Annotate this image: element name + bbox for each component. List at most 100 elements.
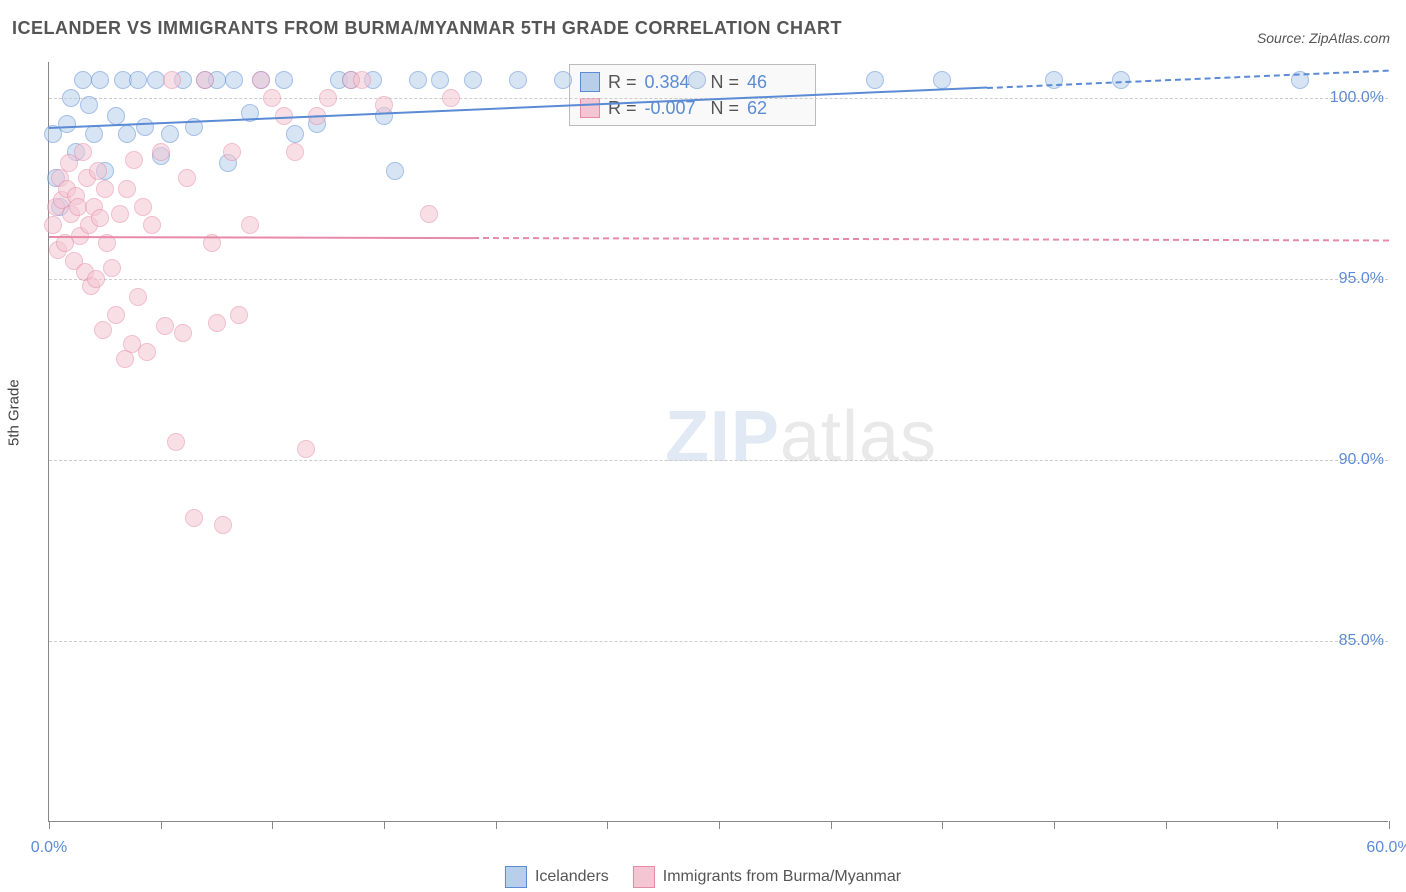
data-point	[80, 96, 98, 114]
gridline	[49, 279, 1388, 280]
data-point	[196, 71, 214, 89]
data-point	[129, 71, 147, 89]
x-tick	[1389, 821, 1390, 829]
x-tick-label: 60.0%	[1366, 839, 1406, 857]
x-tick-label: 0.0%	[31, 839, 67, 857]
chart-title: ICELANDER VS IMMIGRANTS FROM BURMA/MYANM…	[12, 18, 842, 39]
x-tick	[496, 821, 497, 829]
trend-line-extrapolated	[473, 237, 1389, 241]
x-tick	[161, 821, 162, 829]
y-axis-label: 5th Grade	[6, 379, 23, 446]
data-point	[230, 306, 248, 324]
watermark-part1: ZIP	[665, 397, 780, 477]
data-point	[107, 306, 125, 324]
legend-item: Icelanders	[505, 866, 609, 888]
data-point	[62, 89, 80, 107]
x-tick	[1166, 821, 1167, 829]
legend-label: Immigrants from Burma/Myanmar	[663, 868, 901, 886]
data-point	[134, 198, 152, 216]
legend-item: Immigrants from Burma/Myanmar	[633, 866, 901, 888]
legend-swatch	[505, 866, 527, 888]
x-tick	[1277, 821, 1278, 829]
trend-line	[49, 87, 987, 130]
data-point	[85, 125, 103, 143]
data-point	[286, 125, 304, 143]
data-point	[223, 143, 241, 161]
data-point	[152, 143, 170, 161]
data-point	[125, 151, 143, 169]
scatter-plot: ZIPatlas R =0.384N =46R =-0.007N =62 85.…	[48, 62, 1388, 822]
data-point	[208, 314, 226, 332]
data-point	[688, 71, 706, 89]
r-label: R =	[608, 69, 637, 95]
legend-label: Icelanders	[535, 868, 609, 886]
data-point	[464, 71, 482, 89]
data-point	[118, 125, 136, 143]
data-point	[129, 288, 147, 306]
data-point	[91, 209, 109, 227]
data-point	[509, 71, 527, 89]
x-tick	[1054, 821, 1055, 829]
data-point	[156, 317, 174, 335]
x-tick	[719, 821, 720, 829]
data-point	[94, 321, 112, 339]
legend: Icelanders Immigrants from Burma/Myanmar	[505, 866, 901, 888]
data-point	[275, 71, 293, 89]
data-point	[161, 125, 179, 143]
data-point	[74, 143, 92, 161]
data-point	[167, 433, 185, 451]
data-point	[96, 180, 114, 198]
data-point	[178, 169, 196, 187]
x-tick	[831, 821, 832, 829]
x-tick	[384, 821, 385, 829]
series-swatch	[580, 72, 600, 92]
data-point	[163, 71, 181, 89]
data-point	[319, 89, 337, 107]
data-point	[1045, 71, 1063, 89]
y-tick-label: 85.0%	[1339, 632, 1384, 650]
data-point	[286, 143, 304, 161]
gridline	[49, 460, 1388, 461]
x-tick	[607, 821, 608, 829]
data-point	[143, 216, 161, 234]
source-attribution: Source: ZipAtlas.com	[1257, 30, 1390, 46]
x-tick	[942, 821, 943, 829]
data-point	[866, 71, 884, 89]
watermark-part2: atlas	[780, 397, 937, 477]
y-tick-label: 95.0%	[1339, 270, 1384, 288]
data-point	[431, 71, 449, 89]
data-point	[225, 71, 243, 89]
data-point	[107, 107, 125, 125]
data-point	[136, 118, 154, 136]
y-tick-label: 100.0%	[1330, 89, 1384, 107]
data-point	[74, 71, 92, 89]
data-point	[933, 71, 951, 89]
x-tick	[49, 821, 50, 829]
series-swatch	[580, 98, 600, 118]
watermark: ZIPatlas	[665, 396, 937, 478]
data-point	[118, 180, 136, 198]
data-point	[297, 440, 315, 458]
data-point	[44, 216, 62, 234]
data-point	[174, 324, 192, 342]
data-point	[58, 115, 76, 133]
data-point	[214, 516, 232, 534]
data-point	[87, 270, 105, 288]
y-tick-label: 90.0%	[1339, 451, 1384, 469]
data-point	[89, 162, 107, 180]
data-point	[185, 509, 203, 527]
data-point	[353, 71, 371, 89]
data-point	[442, 89, 460, 107]
data-point	[111, 205, 129, 223]
data-point	[103, 259, 121, 277]
data-point	[241, 216, 259, 234]
data-point	[386, 162, 404, 180]
n-label: N =	[711, 69, 740, 95]
x-tick	[272, 821, 273, 829]
gridline	[49, 641, 1388, 642]
data-point	[91, 71, 109, 89]
data-point	[252, 71, 270, 89]
legend-swatch	[633, 866, 655, 888]
data-point	[263, 89, 281, 107]
n-value: 46	[747, 69, 805, 95]
